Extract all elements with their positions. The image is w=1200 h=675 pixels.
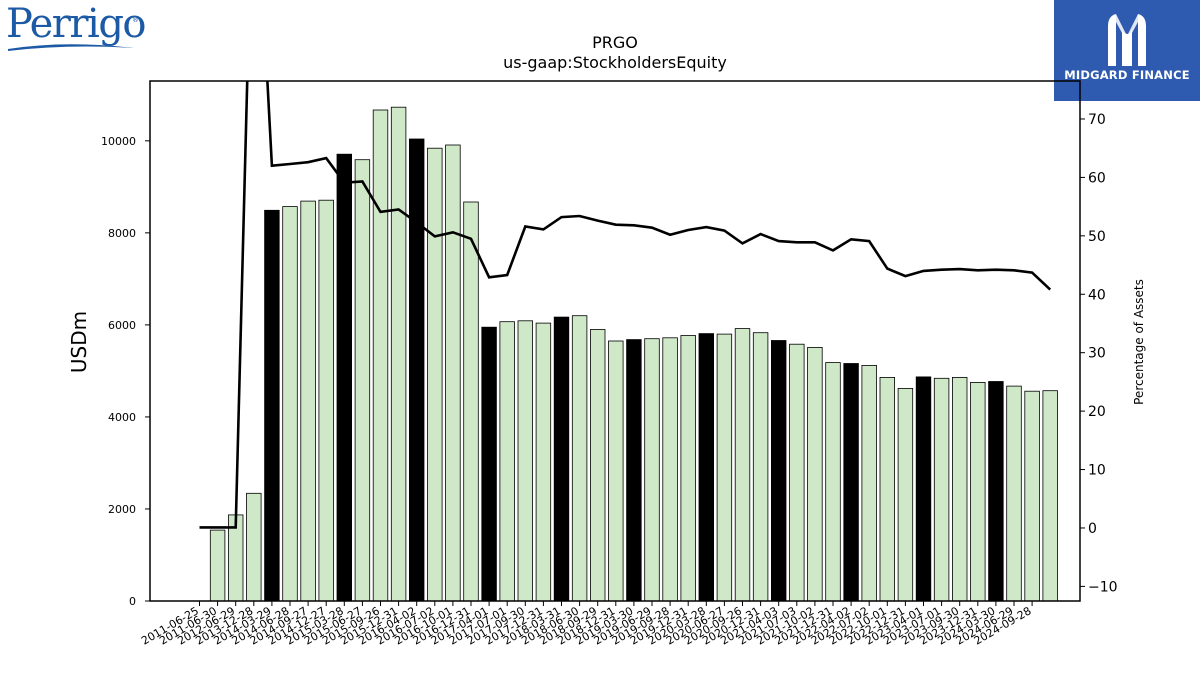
y-tick-label: 0 bbox=[129, 595, 136, 608]
y-tick-label: 4000 bbox=[108, 411, 136, 424]
bar bbox=[952, 376, 968, 602]
bar bbox=[553, 316, 570, 602]
bar bbox=[354, 159, 371, 602]
bar bbox=[843, 363, 859, 602]
y2-tick-label: 40 bbox=[1088, 287, 1106, 303]
midgard-logo-text: MIDGARD FINANCE bbox=[1064, 68, 1190, 82]
y-tick-label: 2000 bbox=[108, 503, 136, 516]
y-tick-label: 8000 bbox=[108, 227, 136, 240]
y2-tick-label: 60 bbox=[1088, 170, 1106, 186]
bar bbox=[445, 144, 461, 602]
bar bbox=[807, 346, 823, 602]
y2-tick-label: 30 bbox=[1088, 346, 1106, 362]
y2-tick-label: 0 bbox=[1088, 521, 1097, 537]
bar bbox=[209, 529, 226, 602]
perrigo-swoosh-icon bbox=[8, 44, 134, 51]
y2-tick-label: −10 bbox=[1088, 579, 1118, 595]
chart-title: PRGO bbox=[592, 33, 638, 52]
bar bbox=[970, 381, 986, 602]
bar bbox=[897, 387, 914, 602]
plot-frame bbox=[149, 80, 1081, 602]
bar bbox=[1006, 385, 1022, 602]
bar bbox=[427, 147, 443, 602]
y2-tick-label: 50 bbox=[1088, 229, 1106, 245]
y-tick-label: 6000 bbox=[108, 319, 136, 332]
y2-tick-label: 70 bbox=[1088, 112, 1106, 128]
percentage-line bbox=[199, 81, 1052, 529]
bar bbox=[336, 153, 353, 602]
perrigo-logo: Perrigo ® bbox=[6, 1, 147, 54]
bar bbox=[988, 381, 1004, 602]
y2-axis-label: Percentage of Assets bbox=[1132, 279, 1146, 405]
bar bbox=[698, 333, 715, 602]
bar bbox=[1042, 390, 1058, 602]
bar bbox=[879, 376, 896, 602]
midgard-m-icon bbox=[1108, 14, 1146, 66]
bar bbox=[282, 206, 298, 602]
bar bbox=[644, 338, 660, 602]
bar bbox=[933, 377, 950, 602]
midgard-logo: MIDGARD FINANCE bbox=[1054, 0, 1200, 101]
bar bbox=[499, 321, 515, 602]
bar bbox=[372, 109, 389, 602]
bar bbox=[771, 340, 787, 602]
bar bbox=[463, 201, 479, 602]
bar bbox=[825, 362, 841, 602]
bar bbox=[915, 376, 932, 602]
bar bbox=[752, 332, 769, 602]
y2-tick-label: 10 bbox=[1088, 463, 1106, 479]
bar bbox=[680, 335, 696, 602]
bar bbox=[789, 343, 805, 602]
y-tick-label: 10000 bbox=[101, 135, 136, 148]
bar bbox=[590, 329, 606, 602]
bar bbox=[246, 492, 262, 602]
bar bbox=[734, 328, 751, 602]
perrigo-logo-text: Perrigo bbox=[6, 1, 147, 47]
bar bbox=[861, 364, 877, 602]
bar bbox=[390, 106, 407, 602]
chart-subtitle: us-gaap:StockholdersEquity bbox=[503, 53, 727, 72]
bar bbox=[517, 320, 534, 602]
bar bbox=[608, 340, 624, 602]
bar bbox=[481, 326, 497, 602]
y2-tick-label: 20 bbox=[1088, 404, 1106, 420]
bar bbox=[318, 199, 334, 602]
bar bbox=[626, 339, 642, 602]
registered-mark: ® bbox=[132, 16, 139, 24]
bar bbox=[716, 333, 733, 602]
bar bbox=[300, 200, 316, 602]
bar bbox=[264, 209, 280, 602]
bar bbox=[662, 337, 678, 602]
y-axis-label: USDm bbox=[67, 311, 91, 373]
bar bbox=[1024, 390, 1040, 602]
bar bbox=[571, 315, 588, 602]
bar bbox=[535, 322, 552, 602]
bar bbox=[408, 138, 425, 602]
